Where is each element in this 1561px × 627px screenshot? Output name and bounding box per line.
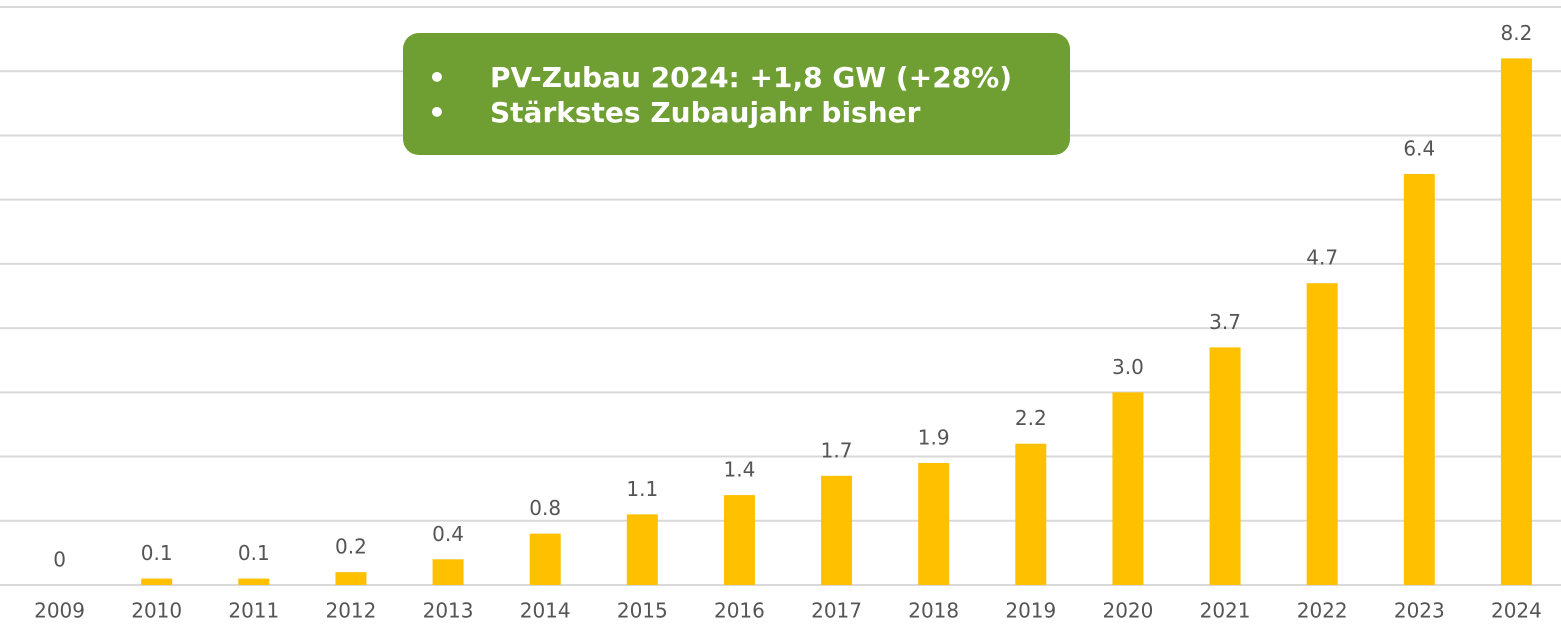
bar bbox=[1209, 347, 1241, 585]
bar bbox=[432, 559, 464, 585]
bar bbox=[1306, 283, 1338, 585]
x-tick-label: 2019 bbox=[1005, 599, 1056, 623]
x-tick-label: 2024 bbox=[1491, 599, 1542, 623]
bar bbox=[918, 462, 950, 585]
bar bbox=[1112, 392, 1144, 585]
data-label: 2.2 bbox=[1015, 406, 1047, 430]
bullet: • bbox=[428, 96, 446, 129]
data-label: 0.1 bbox=[141, 541, 173, 565]
bar bbox=[1500, 58, 1532, 585]
data-label: 1.1 bbox=[626, 477, 658, 501]
x-tick-label: 2013 bbox=[423, 599, 474, 623]
x-tick-label: 2015 bbox=[617, 599, 668, 623]
bar bbox=[238, 578, 270, 585]
data-label: 1.7 bbox=[821, 438, 853, 462]
x-tick-label: 2016 bbox=[714, 599, 765, 623]
bar bbox=[626, 514, 658, 585]
data-label: 8.2 bbox=[1501, 21, 1533, 45]
bar bbox=[723, 495, 755, 585]
x-tick-label: 2023 bbox=[1394, 599, 1445, 623]
x-tick-label: 2017 bbox=[811, 599, 862, 623]
x-tick-label: 2022 bbox=[1297, 599, 1348, 623]
data-label: 1.9 bbox=[918, 425, 950, 449]
x-tick-label: 2011 bbox=[228, 599, 279, 623]
data-label: 0.4 bbox=[432, 522, 464, 546]
data-label: 1.4 bbox=[724, 458, 756, 482]
x-tick-label: 2014 bbox=[520, 599, 571, 623]
data-label: 0.2 bbox=[335, 535, 367, 559]
data-label: 0.8 bbox=[529, 496, 561, 520]
bar bbox=[141, 578, 173, 585]
bar bbox=[821, 475, 853, 585]
x-tick-label: 2012 bbox=[325, 599, 376, 623]
x-tick-label: 2021 bbox=[1200, 599, 1251, 623]
bullet: • bbox=[428, 61, 446, 94]
x-tick-label: 2020 bbox=[1102, 599, 1153, 623]
data-label: 6.4 bbox=[1403, 136, 1435, 160]
bar bbox=[335, 572, 367, 585]
annotation-box bbox=[403, 33, 1070, 155]
data-label: 3.7 bbox=[1209, 310, 1241, 334]
bar bbox=[1015, 443, 1047, 585]
x-tick-label: 2018 bbox=[908, 599, 959, 623]
annotation: PV-Zubau 2024: +1,8 GW (+28%) bbox=[490, 61, 1012, 94]
x-tick-label: 2009 bbox=[34, 599, 85, 623]
data-label: 0 bbox=[53, 548, 66, 572]
annotation: Stärkstes Zubaujahr bisher bbox=[490, 96, 921, 129]
data-label: 0.1 bbox=[238, 541, 270, 565]
bar bbox=[529, 533, 561, 585]
data-label: 4.7 bbox=[1306, 246, 1338, 270]
bar bbox=[1403, 173, 1435, 585]
x-tick-label: 2010 bbox=[131, 599, 182, 623]
data-label: 3.0 bbox=[1112, 355, 1144, 379]
